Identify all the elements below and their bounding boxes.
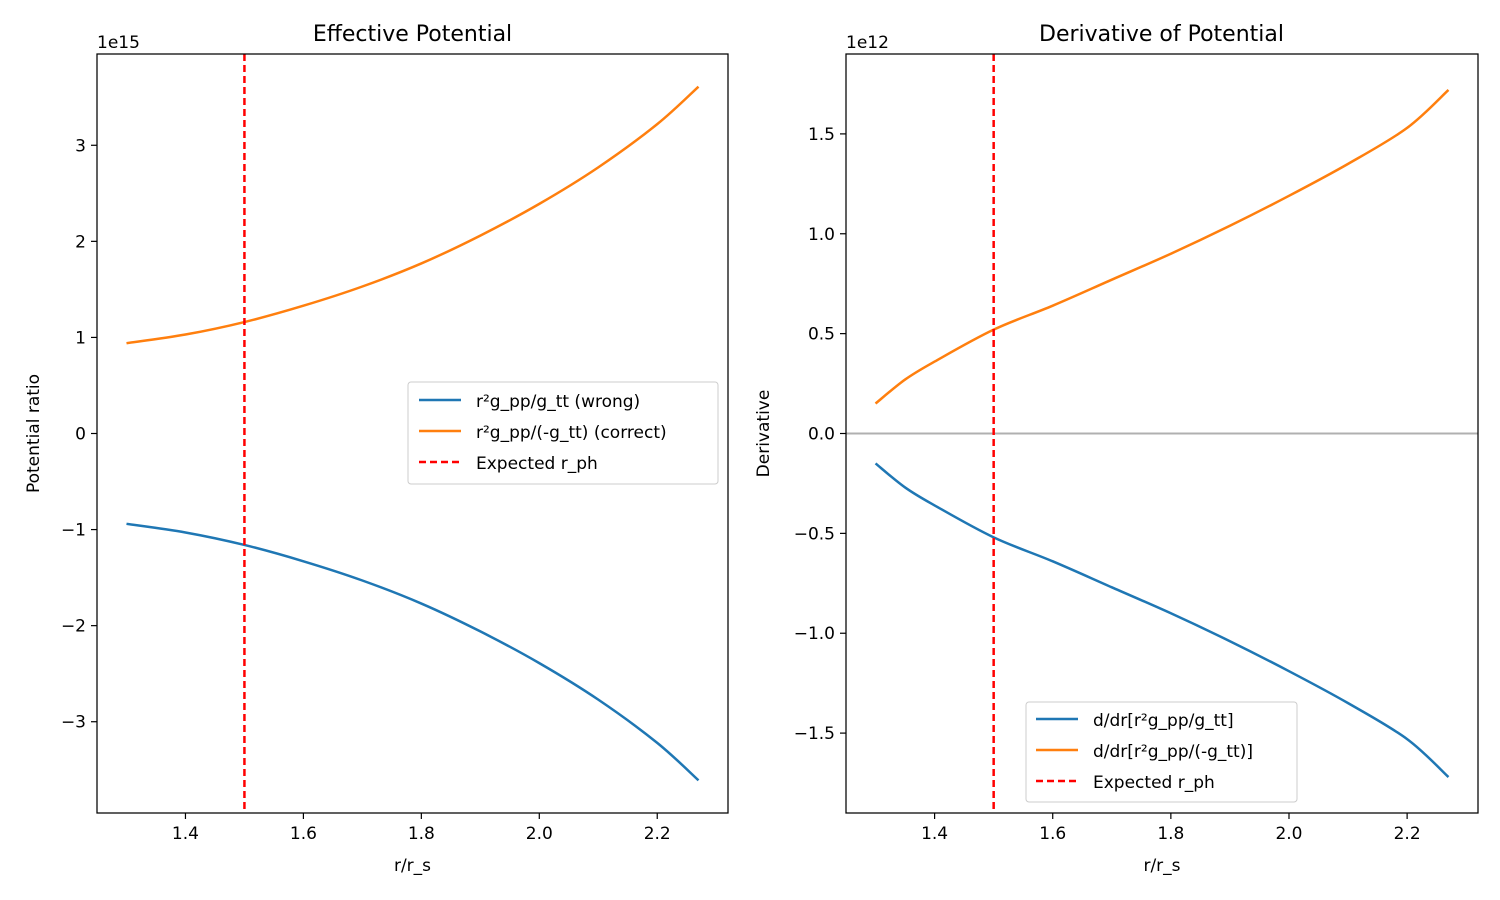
- x-tick-label: 1.6: [1039, 824, 1066, 844]
- x-tick-label: 1.8: [1157, 824, 1184, 844]
- plot-lines: [126, 54, 700, 813]
- x-tick-label: 1.6: [290, 824, 317, 844]
- legend-label-wrong: d/dr[r²g_pp/g_tt]: [1093, 711, 1234, 731]
- y-tick-label: −1.5: [794, 724, 835, 744]
- legend-box: [407, 381, 719, 485]
- axis-ticks: 1.4 1.6 1.8 2.0 2.2 −3 −2 −1 0 1 2 3: [61, 136, 671, 844]
- x-tick-label: 1.4: [921, 824, 948, 844]
- legend-label-expected: Expected r_ph: [476, 454, 598, 474]
- chart-title: Derivative of Potential: [1039, 22, 1284, 47]
- legend-label-correct: d/dr[r²g_pp/(-g_tt)]: [1093, 742, 1253, 762]
- x-tick-label: 2.2: [644, 824, 671, 844]
- legend-box: [1025, 701, 1298, 803]
- y-tick-label: 2: [75, 232, 86, 252]
- y-tick-label: 1.5: [808, 125, 835, 145]
- plot-lines: [846, 54, 1478, 813]
- x-tick-label: 1.4: [172, 824, 199, 844]
- y-tick-label: −3: [61, 713, 86, 733]
- x-axis-label: r/r_s: [1143, 856, 1180, 876]
- chart-derivative-of-potential: Derivative of Potential 1e12 1.4 1.6 1.8 2.…: [754, 22, 1479, 876]
- y-tick-label: −1.0: [794, 624, 835, 644]
- axis-ticks: 1.4 1.6 1.8 2.0 2.2 −1.5 −1.0 −0.5 0.0 0.5 1.0 1.5: [794, 125, 1421, 844]
- y-axis-label: Potential ratio: [24, 374, 44, 493]
- legend-label-expected: Expected r_ph: [1093, 773, 1215, 793]
- x-tick-label: 2.2: [1394, 824, 1421, 844]
- y-tick-label: −2: [61, 617, 86, 637]
- x-axis-label: r/r_s: [394, 856, 431, 876]
- y-tick-label: −0.5: [794, 524, 835, 544]
- y-tick-label: −1: [61, 521, 86, 541]
- series-line-correct: [874, 89, 1450, 405]
- y-tick-label: 3: [75, 136, 86, 156]
- y-tick-label: 0: [75, 425, 86, 445]
- x-tick-label: 2.0: [1275, 824, 1302, 844]
- series-line-wrong: [874, 462, 1450, 778]
- legend: d/dr[r²g_pp/g_tt] d/dr[r²g_pp/(-g_tt)] E…: [1025, 701, 1298, 803]
- series-line-wrong: [126, 522, 700, 782]
- legend-label-correct: r²g_pp/(-g_tt) (correct): [476, 423, 667, 443]
- y-axis-label: Derivative: [754, 390, 774, 478]
- legend: r²g_pp/g_tt (wrong) r²g_pp/(-g_tt) (corr…: [407, 381, 719, 485]
- legend-label-wrong: r²g_pp/g_tt (wrong): [476, 392, 640, 412]
- y-tick-label: 0.0: [808, 425, 835, 445]
- chart-effective-potential: Effective Potential 1e15 1.4 1.6 1.8 2.0 2.2…: [24, 22, 729, 876]
- plot-frame: [96, 53, 729, 814]
- y-tick-label: 0.5: [808, 325, 835, 345]
- x-tick-label: 2.0: [526, 824, 553, 844]
- y-offset-label: 1e15: [97, 33, 140, 53]
- x-tick-label: 1.8: [408, 824, 435, 844]
- series-line-correct: [126, 85, 700, 345]
- chart-title: Effective Potential: [313, 22, 512, 47]
- y-tick-label: 1: [75, 328, 86, 348]
- y-offset-label: 1e12: [846, 33, 889, 53]
- plot-frame: [845, 53, 1479, 814]
- y-tick-label: 1.0: [808, 225, 835, 245]
